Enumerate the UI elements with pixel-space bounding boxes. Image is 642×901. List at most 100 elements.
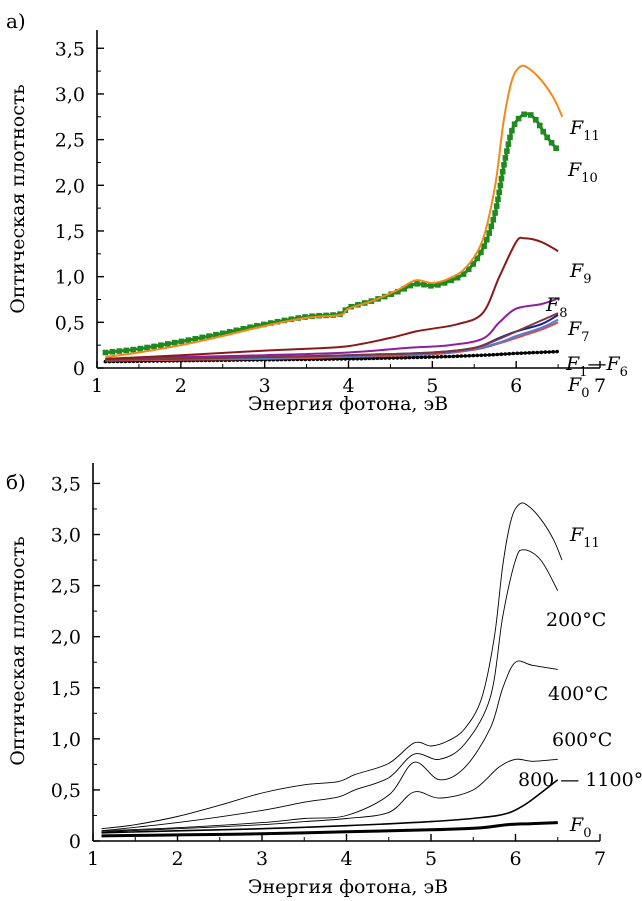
panel-a-marker-f10: [254, 323, 260, 329]
panel-a-marker-f10: [407, 282, 414, 289]
panel-a-marker-f10: [233, 327, 240, 334]
panel-a-marker-f10: [401, 286, 407, 292]
panel-a-marker-f0: [403, 355, 408, 360]
panel-a-x-tick-label: 1: [91, 375, 103, 397]
panel-b-series-200-c: [101, 549, 559, 832]
panel-b-x-tick-label: 4: [340, 848, 352, 870]
panel-a-marker-f0: [411, 355, 416, 360]
panel-a-marker-f10: [501, 162, 507, 168]
panel-a-y-tick-label: 3,0: [55, 84, 85, 106]
panel-a-marker-f10: [102, 349, 109, 356]
panel-a-marker-f10: [226, 329, 233, 335]
panel-b-series-800-1100-c: [101, 779, 559, 834]
panel-a-marker-f10: [448, 277, 454, 284]
panel-a-marker-f10: [507, 134, 513, 141]
panel-a-marker-f10: [460, 271, 467, 277]
panel-a-series-f11: [105, 64, 564, 358]
panel-a-marker-f10: [496, 189, 502, 196]
panel-a-marker-f0: [511, 351, 516, 356]
panel-a-y-tick-label: 0,5: [55, 312, 85, 334]
panel-a-marker-f10: [454, 274, 461, 281]
panel-a-marker-f0: [551, 350, 555, 354]
panel-a-marker-f0: [535, 350, 540, 355]
panel-a-marker-f0: [491, 352, 496, 357]
panel-a-marker-f0: [455, 354, 460, 359]
panel-a-marker-f10: [515, 115, 522, 122]
panel-b-y-tick-label: 3,5: [51, 473, 81, 495]
panel-a-marker-f0: [447, 354, 452, 359]
panel-a-series-label: F8: [545, 294, 567, 321]
panel-a-marker-f0: [423, 355, 428, 360]
panel-a-label: а): [6, 9, 26, 33]
panel-a-marker-f0: [379, 356, 384, 361]
panel-a-series-label: F9: [569, 260, 591, 287]
panel-a-marker-f10: [395, 288, 401, 295]
panel-a-marker-f0: [507, 352, 512, 356]
panel-a-marker-f10: [533, 117, 539, 123]
panel-b-y-axis-title: Оптическая плотность: [7, 536, 29, 765]
panel-a-marker-f10: [465, 266, 472, 273]
panel-b-x-tick-label: 6: [509, 848, 521, 870]
panel-a-marker-f10: [540, 128, 546, 135]
panel-a-marker-f10: [481, 243, 487, 249]
panel-a-marker-f10: [295, 315, 301, 321]
panel-b-y-tick-label: 2,0: [51, 627, 81, 649]
panel-a-marker-f10: [435, 282, 441, 288]
panel-b-y-tick-label: 0: [69, 831, 81, 853]
panel-a-y-tick-label: 3,5: [55, 38, 85, 60]
panel-a-marker-f10: [484, 236, 490, 243]
panel-a-x-tick-label: 4: [342, 375, 354, 397]
panel-a-marker-f10: [421, 281, 427, 288]
panel-a-marker-f0: [483, 353, 488, 357]
panel-a-marker-f10: [441, 280, 448, 286]
panel-b-x-tick-label: 3: [256, 848, 268, 870]
panel-a-marker-f0: [499, 352, 504, 357]
panel-a-marker-f0: [463, 354, 468, 358]
panel-a-x-tick-label: 2: [175, 375, 187, 397]
panel-a-marker-f0: [515, 351, 520, 356]
panel-a-marker-f0: [471, 353, 476, 358]
panel-a-marker-f10: [171, 339, 178, 346]
panel-b-x-tick-label: 2: [171, 848, 183, 870]
panel-a-y-tick-label: 2,5: [55, 130, 85, 152]
panel-a-marker-f10: [495, 196, 501, 203]
panel-a-series-label: F0: [567, 374, 589, 401]
panel-a-marker-f10: [537, 122, 543, 129]
panel-a-marker-f10: [493, 203, 500, 209]
panel-a-marker-f0: [387, 356, 392, 360]
panel-a-marker-f0: [487, 353, 492, 357]
panel-a-x-tick-label: 5: [426, 375, 438, 397]
panel-a-marker-f0: [375, 356, 380, 361]
panel-a-marker-f10: [509, 127, 515, 134]
panel-a-marker-f10: [488, 223, 495, 230]
panel-a-marker-f0: [431, 355, 436, 359]
panel-b-x-axis-title: Энергия фотона, эВ: [248, 876, 448, 898]
panel-a-marker-f10: [511, 121, 518, 127]
panel-a-marker-f0: [443, 354, 448, 359]
panel-a-marker-f0: [359, 356, 364, 361]
panel-a-marker-f0: [451, 354, 456, 359]
panel-a-marker-f10: [428, 283, 434, 289]
panel-a-marker-f10: [281, 317, 288, 324]
panel-a-x-tick-label: 7: [594, 375, 606, 397]
panel-b-series-label: 600°C: [552, 729, 612, 751]
panel-a-marker-f10: [302, 314, 308, 320]
panel-b-x-tick-label: 5: [425, 848, 437, 870]
panel-a-series-f9: [105, 236, 559, 360]
panel-a-series-label: F11: [569, 117, 600, 144]
panel-a-marker-f0: [503, 352, 508, 356]
panel-b-series-f11: [101, 502, 563, 830]
panel-a-marker-f10: [499, 168, 506, 175]
panel-a-marker-f10: [109, 349, 116, 355]
panel-a-marker-f10: [553, 145, 559, 151]
panel-a-marker-f0: [395, 356, 400, 360]
panel-a-marker-f10: [220, 330, 226, 337]
panel-a-marker-f10: [130, 346, 136, 353]
panel-a-marker-f0: [479, 353, 484, 358]
panel-a-marker-f10: [178, 338, 185, 345]
panel-a-marker-f0: [519, 351, 524, 356]
panel-a-marker-f0: [435, 355, 440, 359]
panel-a-marker-f10: [261, 321, 267, 328]
panel-a-marker-f10: [470, 261, 476, 267]
panel-b-y-tick-label: 3,0: [51, 525, 81, 547]
